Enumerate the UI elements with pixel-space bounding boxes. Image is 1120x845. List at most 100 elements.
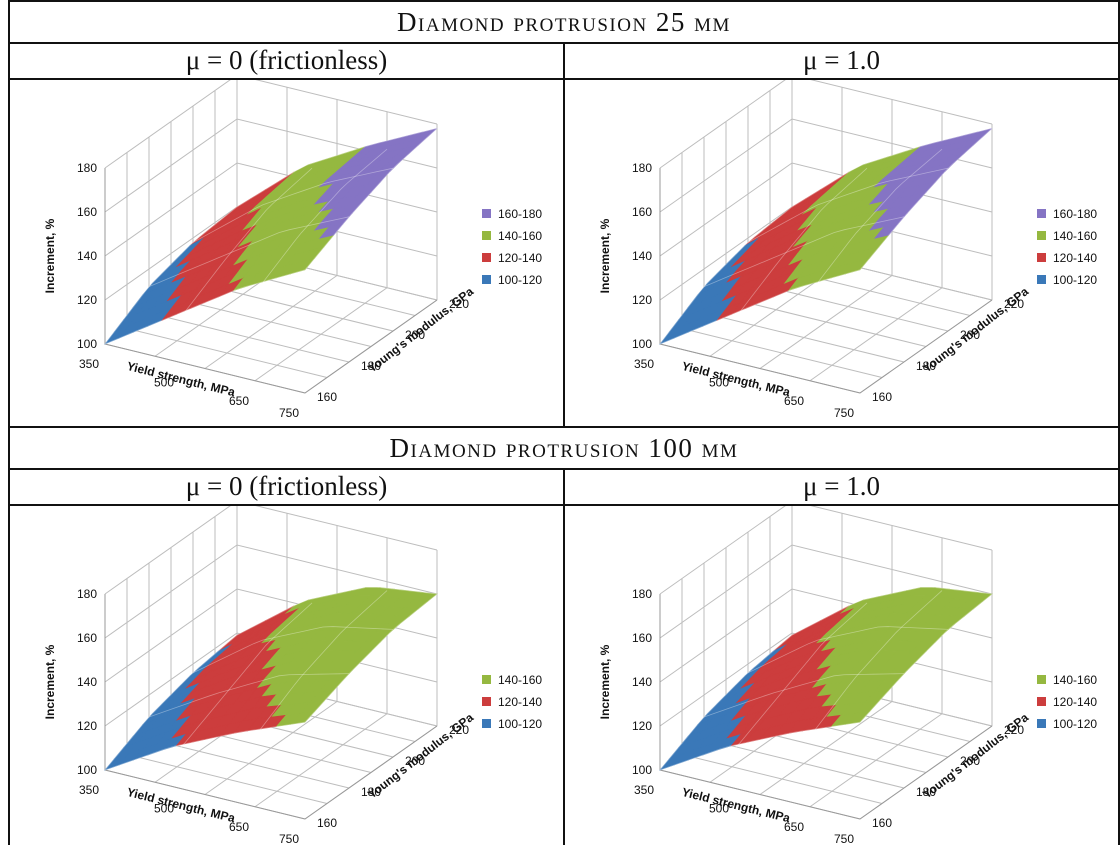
- y-tick-label: 220: [449, 297, 469, 311]
- legend-swatch: [1037, 209, 1046, 218]
- y-tick-label: 180: [916, 359, 936, 373]
- z-tick-label: 140: [77, 249, 97, 263]
- surface-mesh-line: [703, 216, 905, 287]
- surface-mesh-line: [703, 673, 905, 718]
- surface-mesh-line: [659, 206, 793, 345]
- x-tick-label: 750: [834, 832, 854, 845]
- y-tick-label: 180: [361, 785, 381, 799]
- legend-label: 140-160: [1053, 229, 1097, 243]
- legend-label: 160-180: [1053, 207, 1097, 221]
- surface-mesh-line: [104, 634, 238, 771]
- legend-swatch: [482, 697, 491, 706]
- surface-mesh-line: [148, 216, 350, 287]
- chart-cell-100-frictionless: 100 120 140 160 180 350 500 650 750 160 180 200 220 I…: [8, 506, 565, 845]
- legend-swatch: [482, 209, 491, 218]
- legend-swatch: [482, 675, 491, 684]
- surface-mesh-line: [791, 586, 993, 636]
- surface-mesh-line: [104, 206, 238, 345]
- legend-label: 100-120: [498, 273, 542, 287]
- surface-mesh-line: [734, 602, 868, 750]
- surface-mesh-line: [659, 721, 861, 771]
- legend-swatch: [482, 231, 491, 240]
- surface-patch: [289, 711, 316, 725]
- surface-mesh-line: [809, 590, 943, 737]
- surface-mesh-line: [304, 128, 438, 271]
- legend: 140-160 120-140 100-120: [1037, 673, 1097, 731]
- x-tick-label: 500: [154, 375, 174, 389]
- y-axis-title: Young's modulus, GPa: [365, 710, 476, 801]
- legend-swatch: [1037, 675, 1046, 684]
- surface-mesh-line: [859, 128, 993, 271]
- surface-mesh-line: [659, 634, 793, 771]
- z-tick-label: 120: [632, 719, 652, 733]
- z-tick-label: 160: [77, 631, 97, 645]
- y-tick-label: 200: [405, 328, 425, 342]
- y-tick-label: 220: [1004, 297, 1024, 311]
- surface-mesh-line: [734, 167, 868, 319]
- x-tick-label: 750: [279, 406, 299, 420]
- legend-label: 140-160: [498, 673, 542, 687]
- z-tick-label: 160: [632, 205, 652, 219]
- gridline-y-floor: [681, 754, 883, 804]
- x-tick-label: 500: [154, 801, 174, 815]
- x-axis-title: Yield strength, MPa: [125, 359, 236, 399]
- y-axis-title: Young's modulus, GPa: [920, 284, 1031, 375]
- x-tick-label: 350: [79, 783, 99, 797]
- y-axis-title: Young's modulus, GPa: [365, 284, 476, 375]
- gridline-y-floor: [126, 328, 328, 378]
- z-tick-label: 180: [632, 161, 652, 175]
- surface-mesh-line: [791, 128, 993, 208]
- floor-edge: [104, 299, 438, 394]
- surface-mesh-line: [809, 148, 943, 293]
- legend-label: 120-140: [498, 695, 542, 709]
- z-tick-label: 140: [632, 675, 652, 689]
- legend-swatch: [1037, 231, 1046, 240]
- col-header-friction-bottom: μ = 1.0: [563, 470, 1120, 506]
- surface-mesh-line: [254, 148, 388, 293]
- legend-swatch: [1037, 275, 1046, 284]
- y-tick-label: 220: [1004, 723, 1024, 737]
- col-header-frictionless-top: μ = 0 (frictionless): [8, 44, 565, 80]
- surface-mesh-line: [747, 626, 949, 674]
- z-tick-label: 180: [632, 587, 652, 601]
- z-tick-label: 160: [632, 631, 652, 645]
- surface-mesh-line: [179, 602, 313, 750]
- header-protrusion-25: Diamond protrusion 25 μm: [8, 0, 1120, 44]
- y-tick-label: 220: [449, 723, 469, 737]
- gridline-y-floor: [126, 754, 328, 804]
- x-tick-label: 500: [709, 801, 729, 815]
- y-tick-label: 160: [317, 816, 337, 830]
- y-tick-label: 180: [361, 359, 381, 373]
- surface-chart-25-friction: 100 120 140 160 180 350 500 650 750 160 180 200 220 I…: [598, 80, 1097, 420]
- y-axis-title: Young's modulus, GPa: [920, 710, 1031, 801]
- z-tick-label: 100: [632, 763, 652, 777]
- surface-mesh-line: [236, 128, 438, 208]
- surface-mesh-line: [104, 269, 306, 345]
- x-tick-label: 650: [784, 394, 804, 408]
- legend-swatch: [482, 253, 491, 262]
- x-tick-label: 500: [709, 375, 729, 389]
- surface-patch: [844, 257, 871, 275]
- gridline-y-floor: [681, 328, 883, 378]
- x-tick-label: 350: [634, 357, 654, 371]
- legend-label: 160-180: [498, 207, 542, 221]
- x-axis-title: Yield strength, MPa: [680, 359, 791, 399]
- surface-mesh-line: [747, 167, 949, 243]
- z-tick-label: 180: [77, 161, 97, 175]
- surface: [659, 128, 993, 345]
- gridline-y-floor: [148, 738, 350, 789]
- surface-mesh-line: [859, 593, 993, 723]
- legend-swatch: [1037, 697, 1046, 706]
- y-tick-label: 180: [916, 785, 936, 799]
- z-tick-label: 100: [632, 337, 652, 351]
- surface-patch: [289, 257, 316, 275]
- surface-patch: [844, 711, 871, 725]
- floor-edge: [659, 725, 993, 820]
- surface-mesh-line: [148, 673, 350, 718]
- x-tick-label: 650: [784, 820, 804, 834]
- gridline-y-floor: [148, 312, 350, 363]
- z-tick-label: 120: [77, 719, 97, 733]
- surface-mesh-line: [179, 167, 313, 319]
- chart-cell-25-frictionless: 100 120 140 160 180 350 500 650 750 160 180 200 220 I…: [8, 80, 565, 428]
- y-tick-label: 200: [960, 754, 980, 768]
